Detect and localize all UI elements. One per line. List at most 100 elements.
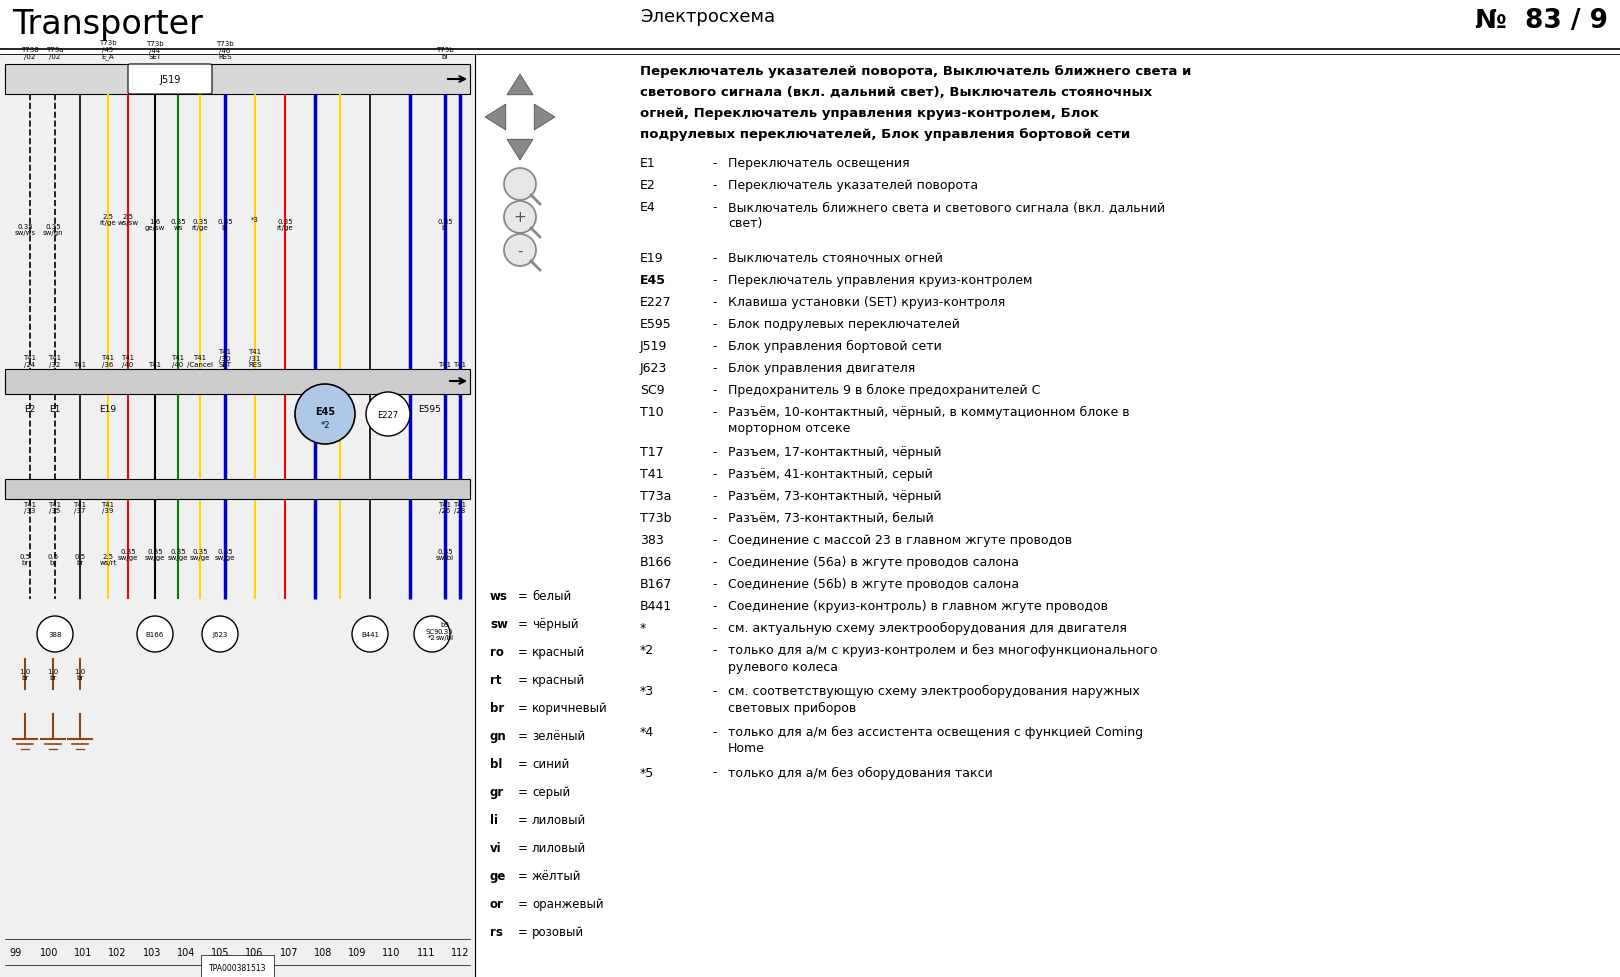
Text: =: = <box>518 786 528 798</box>
Text: J519: J519 <box>640 339 667 353</box>
Text: T41: T41 <box>149 361 162 367</box>
Text: 2.5
ws/rt: 2.5 ws/rt <box>99 553 117 566</box>
Text: T41
/33: T41 /33 <box>23 501 37 514</box>
Text: серый: серый <box>531 786 570 798</box>
Text: T41
/26: T41 /26 <box>439 501 452 514</box>
Circle shape <box>504 202 536 234</box>
Text: 0.35
rt/ge: 0.35 rt/ge <box>191 219 209 231</box>
Text: E1: E1 <box>640 157 656 170</box>
Text: T41
/39: T41 /39 <box>102 501 115 514</box>
Text: J623: J623 <box>640 361 667 374</box>
Text: лиловый: лиловый <box>531 841 586 854</box>
Text: 109: 109 <box>348 947 366 957</box>
Text: =: = <box>518 757 528 770</box>
Text: 0.35
sw/bl: 0.35 sw/bl <box>436 628 454 641</box>
Text: №  83 / 9: № 83 / 9 <box>1474 8 1609 34</box>
Text: красный: красный <box>531 673 585 686</box>
Text: 0.35
sw/ge: 0.35 sw/ge <box>144 548 165 561</box>
Text: E1: E1 <box>49 405 60 414</box>
Text: =: = <box>518 841 528 854</box>
Circle shape <box>415 616 450 653</box>
Text: *5: *5 <box>640 766 654 779</box>
Text: gr: gr <box>489 786 504 798</box>
Text: SC9
*2: SC9 *2 <box>424 628 439 641</box>
Text: E2: E2 <box>640 179 656 191</box>
Text: только для а/м без оборудования такси: только для а/м без оборудования такси <box>727 766 993 779</box>
Bar <box>5 369 470 395</box>
Text: -: - <box>713 179 716 191</box>
Text: 0.5
br: 0.5 br <box>19 553 31 566</box>
Text: см. соответствующую схему электрооборудования наружных
световых приборов: см. соответствующую схему электрооборудо… <box>727 685 1140 714</box>
Text: T73a
/02: T73a /02 <box>47 48 63 60</box>
Text: -: - <box>713 766 716 779</box>
Text: =: = <box>518 673 528 686</box>
Text: TPA000381513: TPA000381513 <box>209 963 266 972</box>
Polygon shape <box>507 75 533 96</box>
Text: Соединение (круиз-контроль) в главном жгуте проводов: Соединение (круиз-контроль) в главном жг… <box>727 600 1108 613</box>
Text: *: * <box>640 621 646 635</box>
Text: -: - <box>713 295 716 309</box>
Text: rs: rs <box>489 925 502 938</box>
Text: Разъём, 73-контактный, чёрный: Разъём, 73-контактный, чёрный <box>727 489 941 503</box>
Text: li: li <box>489 813 497 827</box>
Bar <box>0 55 475 977</box>
Text: красный: красный <box>531 646 585 658</box>
FancyBboxPatch shape <box>128 64 212 95</box>
Text: *4: *4 <box>640 725 654 738</box>
Text: vi: vi <box>489 841 502 854</box>
Text: Переключатель управления круиз-контролем: Переключатель управления круиз-контролем <box>727 274 1032 286</box>
Text: -: - <box>713 556 716 569</box>
Text: B166: B166 <box>640 556 672 569</box>
Text: *2: *2 <box>640 644 654 657</box>
Text: -: - <box>517 243 523 258</box>
Text: E227: E227 <box>377 410 399 419</box>
Text: чёрный: чёрный <box>531 617 578 630</box>
Text: E19: E19 <box>99 405 117 414</box>
Text: 0.35
bl: 0.35 bl <box>217 219 233 231</box>
Circle shape <box>37 616 73 653</box>
Text: жёлтый: жёлтый <box>531 870 582 882</box>
Text: 0.35
sw/ge: 0.35 sw/ge <box>215 548 235 561</box>
Text: 108: 108 <box>314 947 332 957</box>
Text: 111: 111 <box>416 947 434 957</box>
Text: T41
/Cancel: T41 /Cancel <box>186 355 212 367</box>
Text: J519: J519 <box>159 75 181 85</box>
Text: rt: rt <box>489 673 502 686</box>
Text: ge: ge <box>489 870 507 882</box>
Text: T41: T41 <box>439 361 452 367</box>
Text: SC9: SC9 <box>640 383 664 397</box>
Text: Переключатель указателей поворота: Переключатель указателей поворота <box>727 179 978 191</box>
Text: Соединение с массой 23 в главном жгуте проводов: Соединение с массой 23 в главном жгуте п… <box>727 533 1072 547</box>
Text: оранжевый: оранжевый <box>531 897 604 910</box>
Polygon shape <box>507 140 533 161</box>
Text: -: - <box>713 446 716 459</box>
Polygon shape <box>535 105 556 131</box>
Text: Разъём, 10-контактный, чёрный, в коммутационном блоке в
морторном отсеке: Разъём, 10-контактный, чёрный, в коммута… <box>727 405 1129 435</box>
Text: 112: 112 <box>450 947 470 957</box>
Text: коричневый: коричневый <box>531 701 608 714</box>
Text: br: br <box>489 701 504 714</box>
Text: Клавиша установки (SET) круиз-контроля: Клавиша установки (SET) круиз-контроля <box>727 295 1006 309</box>
Text: 1.0
br: 1.0 br <box>47 668 58 681</box>
Text: 100: 100 <box>40 947 58 957</box>
Text: E45: E45 <box>314 406 335 416</box>
Polygon shape <box>484 105 505 131</box>
Circle shape <box>366 393 410 437</box>
Text: 0.35
sw/bl: 0.35 sw/bl <box>436 548 454 561</box>
Text: sw: sw <box>489 617 509 630</box>
Text: E4: E4 <box>640 201 656 214</box>
Text: подрулевых переключателей, Блок управления бортовой сети: подрулевых переключателей, Блок управлен… <box>640 128 1131 141</box>
Text: зелёный: зелёный <box>531 729 585 743</box>
Text: J623: J623 <box>212 631 228 637</box>
Text: Переключатель освещения: Переключатель освещения <box>727 157 909 170</box>
Text: *3: *3 <box>640 685 654 698</box>
Text: Разъем, 17-контактный, чёрный: Разъем, 17-контактный, чёрный <box>727 446 941 459</box>
Text: 0.35
bl: 0.35 bl <box>437 219 454 231</box>
Text: -: - <box>713 383 716 397</box>
Text: b9: b9 <box>441 621 449 627</box>
Text: T41: T41 <box>454 361 467 367</box>
Text: -: - <box>713 685 716 698</box>
Text: =: = <box>518 925 528 938</box>
Text: B167: B167 <box>640 577 672 591</box>
Text: T41
/24: T41 /24 <box>23 355 37 367</box>
